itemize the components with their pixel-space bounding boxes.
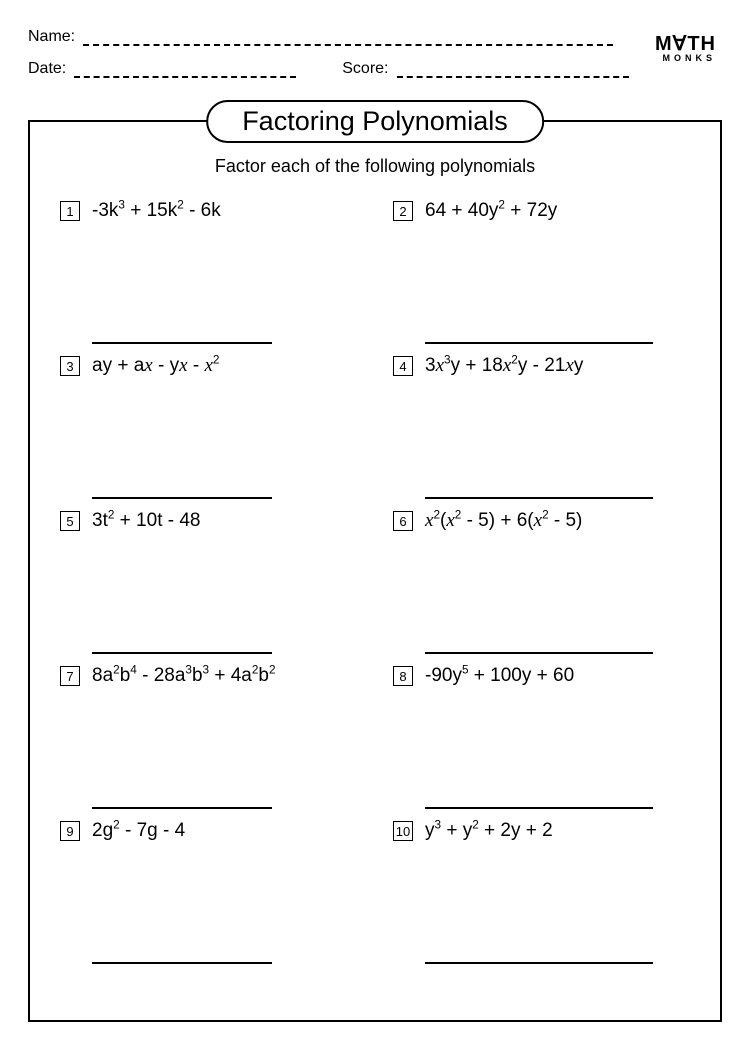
- problem-number-box: 9: [60, 821, 80, 841]
- problem-number-box: 7: [60, 666, 80, 686]
- problem-expression: -90y5 + 100y + 60: [425, 664, 574, 689]
- name-label: Name:: [28, 28, 75, 46]
- name-input-line[interactable]: [83, 28, 613, 46]
- date-input-line[interactable]: [74, 60, 296, 78]
- problems-grid: 1 -3k3 + 15k2 - 6k 2 64 + 40y2 + 72y 3 ay + a…: [60, 199, 690, 974]
- header-fields: Name: Date: Score:: [28, 28, 655, 92]
- problem-6: 6 x2(x2 - 5) + 6(x2 - 5): [393, 509, 690, 664]
- worksheet-title: Factoring Polynomials: [206, 100, 544, 143]
- problem-number-box: 2: [393, 201, 413, 221]
- problem-number-box: 4: [393, 356, 413, 376]
- answer-line[interactable]: [92, 497, 272, 499]
- problem-5: 5 3t2 + 10t - 48: [60, 509, 357, 664]
- problem-number-box: 10: [393, 821, 413, 841]
- problem-head: 1 -3k3 + 15k2 - 6k: [60, 199, 357, 224]
- problem-head: 6 x2(x2 - 5) + 6(x2 - 5): [393, 509, 690, 534]
- problem-4: 4 3x3y + 18x2y - 21xy: [393, 354, 690, 509]
- problem-1: 1 -3k3 + 15k2 - 6k: [60, 199, 357, 354]
- problem-expression: 2g2 - 7g - 4: [92, 819, 185, 844]
- problem-number-box: 1: [60, 201, 80, 221]
- problem-8: 8 -90y5 + 100y + 60: [393, 664, 690, 819]
- answer-line[interactable]: [92, 962, 272, 964]
- problem-expression: 64 + 40y2 + 72y: [425, 199, 557, 224]
- problem-number-box: 6: [393, 511, 413, 531]
- problem-expression: -3k3 + 15k2 - 6k: [92, 199, 221, 224]
- answer-line[interactable]: [425, 652, 653, 654]
- problem-head: 7 8a2b4 - 28a3b3 + 4a2b2: [60, 664, 357, 689]
- problem-3: 3 ay + ax - yx - x2: [60, 354, 357, 509]
- answer-line[interactable]: [425, 962, 653, 964]
- problem-head: 5 3t2 + 10t - 48: [60, 509, 357, 534]
- problem-expression: ay + ax - yx - x2: [92, 354, 219, 379]
- answer-line[interactable]: [425, 497, 653, 499]
- problem-head: 10 y3 + y2 + 2y + 2: [393, 819, 690, 844]
- problem-10: 10 y3 + y2 + 2y + 2: [393, 819, 690, 974]
- problem-head: 8 -90y5 + 100y + 60: [393, 664, 690, 689]
- problem-expression: x2(x2 - 5) + 6(x2 - 5): [425, 509, 582, 534]
- answer-line[interactable]: [92, 342, 272, 344]
- worksheet-header: Name: Date: Score: M∀TH MONKS: [28, 28, 722, 92]
- math-monks-logo: M∀TH MONKS: [655, 28, 722, 63]
- date-label: Date:: [28, 60, 66, 78]
- answer-line[interactable]: [92, 652, 272, 654]
- name-field-row: Name:: [28, 28, 655, 46]
- answer-line[interactable]: [425, 342, 653, 344]
- problem-head: 9 2g2 - 7g - 4: [60, 819, 357, 844]
- answer-line[interactable]: [92, 807, 272, 809]
- problem-number-box: 3: [60, 356, 80, 376]
- problem-expression: y3 + y2 + 2y + 2: [425, 819, 553, 844]
- worksheet-frame: Factoring Polynomials Factor each of the…: [28, 120, 722, 1022]
- problem-expression: 3t2 + 10t - 48: [92, 509, 201, 534]
- problem-expression: 8a2b4 - 28a3b3 + 4a2b2: [92, 664, 276, 689]
- answer-line[interactable]: [425, 807, 653, 809]
- problem-head: 4 3x3y + 18x2y - 21xy: [393, 354, 690, 379]
- logo-top-text: M∀TH: [655, 34, 716, 54]
- problem-7: 7 8a2b4 - 28a3b3 + 4a2b2: [60, 664, 357, 819]
- score-input-line[interactable]: [397, 60, 629, 78]
- problem-9: 9 2g2 - 7g - 4: [60, 819, 357, 974]
- score-label: Score:: [342, 60, 388, 78]
- date-score-row: Date: Score:: [28, 60, 655, 78]
- problem-2: 2 64 + 40y2 + 72y: [393, 199, 690, 354]
- problem-head: 2 64 + 40y2 + 72y: [393, 199, 690, 224]
- problem-expression: 3x3y + 18x2y - 21xy: [425, 354, 583, 379]
- logo-bottom-text: MONKS: [655, 54, 716, 63]
- problem-head: 3 ay + ax - yx - x2: [60, 354, 357, 379]
- problem-number-box: 8: [393, 666, 413, 686]
- problem-number-box: 5: [60, 511, 80, 531]
- worksheet-instruction: Factor each of the following polynomials: [60, 156, 690, 177]
